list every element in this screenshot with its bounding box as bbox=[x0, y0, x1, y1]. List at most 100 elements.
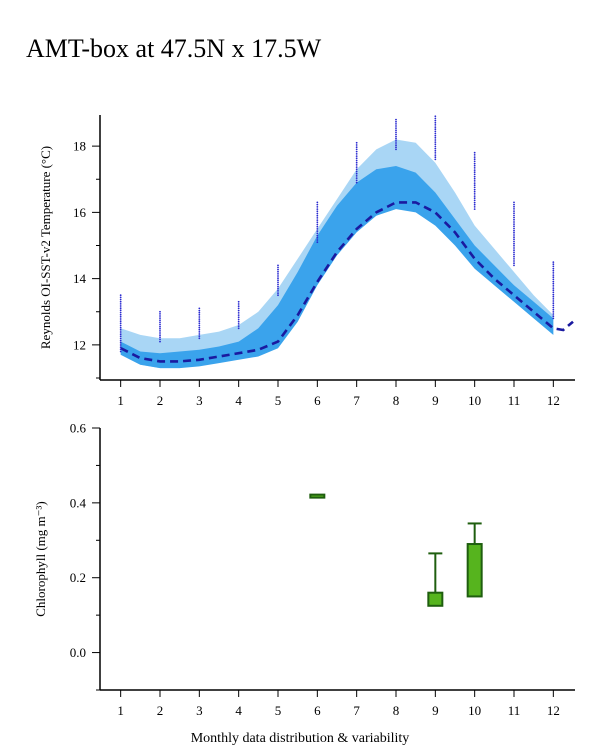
observation-point bbox=[552, 308, 555, 311]
observation-point bbox=[119, 350, 122, 353]
observation-point bbox=[198, 333, 201, 335]
observation-point bbox=[198, 324, 201, 327]
observation-point bbox=[434, 141, 437, 144]
observation-point bbox=[277, 290, 279, 292]
observation-point bbox=[513, 223, 515, 226]
observation-point bbox=[395, 142, 397, 144]
observation-point bbox=[277, 285, 279, 288]
y-axis-label: Reynolds OI-SST-v2 Temperature (°C) bbox=[38, 146, 53, 349]
observation-point bbox=[552, 261, 555, 263]
observation-point bbox=[434, 139, 437, 141]
observation-point bbox=[316, 203, 319, 206]
observation-point bbox=[198, 318, 201, 320]
observation-point bbox=[355, 157, 358, 160]
observation-point bbox=[552, 265, 555, 268]
observation-point bbox=[119, 298, 122, 301]
y-tick-label: 0.0 bbox=[70, 645, 86, 660]
observation-point bbox=[552, 313, 555, 315]
observation-point bbox=[355, 175, 358, 177]
observation-point bbox=[119, 346, 122, 349]
x-tick-label: 4 bbox=[235, 703, 242, 718]
observation-point bbox=[473, 164, 476, 167]
observation-point bbox=[198, 337, 201, 340]
observation-point bbox=[355, 159, 358, 162]
observation-point bbox=[513, 218, 515, 221]
observation-point bbox=[395, 118, 397, 121]
observation-point bbox=[159, 315, 161, 317]
observation-point bbox=[316, 234, 319, 237]
observation-point bbox=[473, 180, 476, 182]
observation-point bbox=[473, 193, 476, 195]
x-tick-label: 2 bbox=[157, 703, 164, 718]
observation-point bbox=[237, 320, 240, 323]
observation-point bbox=[119, 331, 122, 333]
observation-point bbox=[198, 331, 201, 333]
observation-point bbox=[513, 264, 515, 267]
observation-point bbox=[277, 277, 279, 280]
observation-point bbox=[552, 304, 555, 307]
observation-point bbox=[355, 141, 358, 144]
observation-point bbox=[316, 221, 319, 224]
observation-point bbox=[159, 310, 161, 313]
observation-point bbox=[198, 320, 201, 323]
observation-point bbox=[119, 324, 122, 327]
observation-point bbox=[434, 117, 437, 120]
x-tick-label: 2 bbox=[157, 393, 164, 408]
observation-point bbox=[473, 162, 476, 165]
observation-point bbox=[277, 292, 279, 294]
observation-point bbox=[277, 279, 279, 282]
observation-point bbox=[119, 328, 122, 331]
observation-point bbox=[119, 307, 122, 310]
observation-point bbox=[316, 241, 319, 244]
observation-point bbox=[198, 316, 201, 318]
observation-point bbox=[473, 151, 476, 154]
observation-point bbox=[159, 338, 161, 341]
observation-point bbox=[513, 244, 515, 247]
observation-point bbox=[119, 305, 122, 307]
x-tick-label: 6 bbox=[314, 703, 321, 718]
observation-point bbox=[395, 129, 397, 132]
observation-point bbox=[434, 134, 437, 137]
observation-point bbox=[473, 160, 476, 163]
observation-point bbox=[513, 258, 515, 260]
observation-point bbox=[119, 341, 122, 344]
observation-point bbox=[552, 311, 555, 313]
observation-point bbox=[513, 251, 515, 254]
observation-point bbox=[552, 315, 555, 318]
observation-point bbox=[552, 272, 555, 274]
observation-point bbox=[513, 227, 515, 230]
observation-point bbox=[119, 337, 122, 340]
observation-point bbox=[513, 236, 515, 239]
observation-point bbox=[277, 294, 279, 297]
observation-point bbox=[552, 285, 555, 287]
x-tick-label: 7 bbox=[353, 393, 360, 408]
observation-point bbox=[473, 169, 476, 172]
observation-point bbox=[552, 276, 555, 279]
observation-point bbox=[355, 148, 358, 151]
observation-point bbox=[552, 306, 555, 309]
observation-point bbox=[159, 319, 161, 322]
observation-point bbox=[473, 208, 476, 211]
inner-variability-band bbox=[120, 166, 554, 369]
observation-point bbox=[355, 146, 358, 149]
observation-point bbox=[473, 197, 476, 200]
observation-point bbox=[513, 253, 515, 256]
observation-point bbox=[159, 340, 161, 343]
observation-point bbox=[434, 128, 437, 131]
observation-point bbox=[434, 130, 437, 133]
observation-point bbox=[513, 214, 515, 217]
observation-point bbox=[434, 145, 437, 148]
observation-point bbox=[316, 219, 319, 222]
observation-point bbox=[198, 309, 201, 312]
observation-point bbox=[473, 206, 476, 208]
y-tick-label: 0.6 bbox=[70, 421, 87, 436]
observation-point bbox=[277, 273, 279, 275]
observation-point bbox=[434, 132, 437, 135]
observation-point bbox=[395, 125, 397, 127]
observation-point bbox=[513, 203, 515, 206]
observation-point bbox=[316, 239, 319, 241]
y-tick-label: 14 bbox=[73, 271, 87, 286]
observation-point bbox=[513, 212, 515, 215]
observation-point bbox=[198, 307, 201, 310]
chart-caption: Monthly data distribution & variability bbox=[190, 731, 410, 746]
